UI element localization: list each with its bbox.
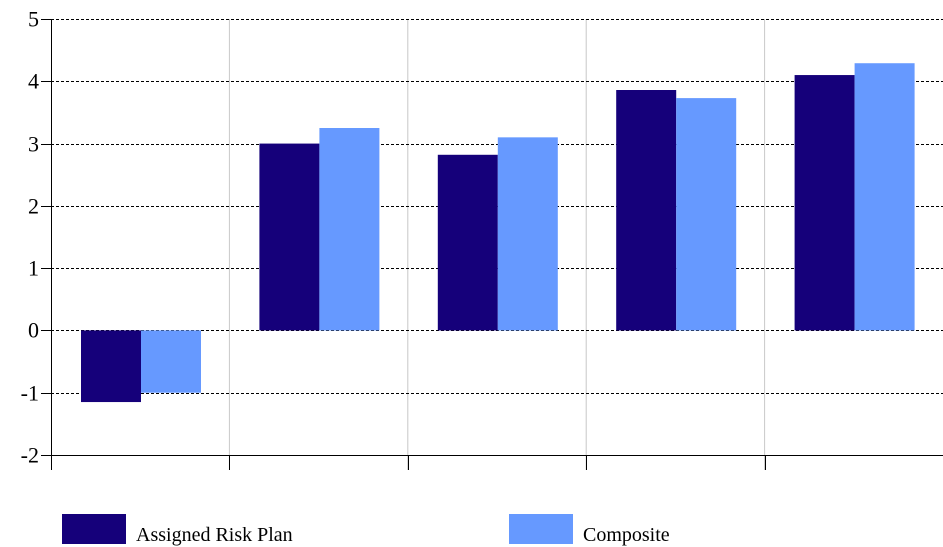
- bar: [676, 98, 737, 331]
- legend-swatch-composite: [509, 514, 573, 544]
- y-tick-label: -2: [21, 443, 39, 468]
- legend-item-assigned-risk-plan: Assigned Risk Plan: [62, 514, 293, 547]
- bar: [497, 137, 558, 331]
- bar: [437, 154, 498, 331]
- bar-chart: -2 -1 0 1 2 3 4 5: [21, 7, 943, 470]
- y-tick-label: 5: [28, 7, 39, 32]
- bar: [259, 143, 320, 331]
- legend-label-composite: Composite: [583, 524, 670, 546]
- y-tick-label: 3: [28, 132, 39, 157]
- bar: [319, 128, 380, 331]
- axis-layer: -2 -1 0 1 2 3 4 5: [21, 7, 943, 470]
- y-tick-label: -1: [21, 381, 39, 406]
- bars-layer: [81, 63, 915, 403]
- y-tick-label: 4: [28, 69, 39, 94]
- y-tick-label: 0: [28, 318, 39, 343]
- bar: [794, 75, 855, 331]
- bar: [81, 330, 141, 403]
- bar: [854, 63, 915, 331]
- legend: Assigned Risk Plan Composite: [0, 514, 943, 547]
- y-tick-label: 1: [28, 256, 39, 281]
- legend-label-assigned-risk-plan: Assigned Risk Plan: [136, 524, 293, 546]
- bar: [141, 330, 201, 393]
- y-tick-label: 2: [28, 194, 39, 219]
- bar: [616, 90, 677, 331]
- legend-item-composite: Composite: [509, 514, 670, 547]
- legend-swatch-assigned-risk-plan: [62, 514, 126, 544]
